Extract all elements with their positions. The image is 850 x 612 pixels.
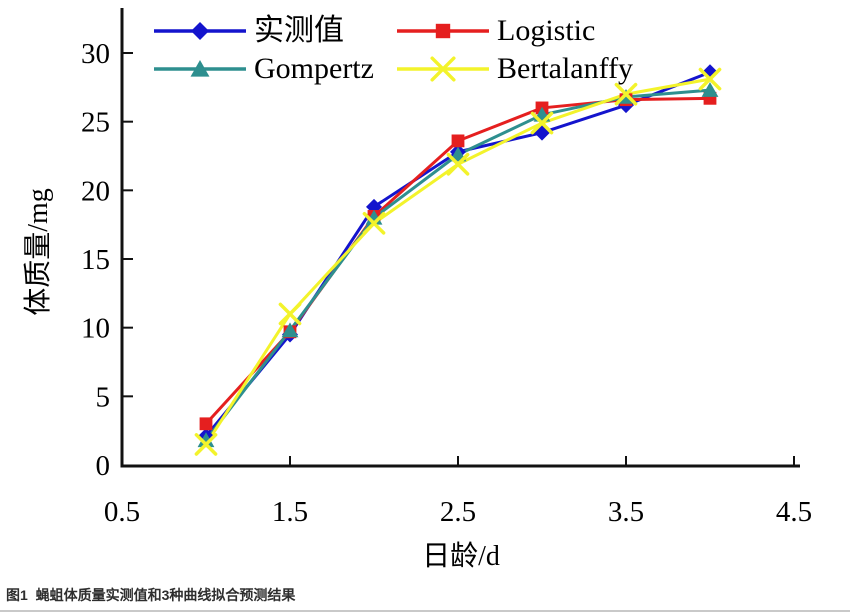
data-point-3-6 <box>698 67 722 91</box>
legend-marker <box>430 56 456 82</box>
data-point-3-5 <box>614 82 638 106</box>
legend-label-bertalanffy: Bertalanffy <box>497 52 634 85</box>
y-tick-label: 0 <box>96 450 111 482</box>
legend-marker-triangle-icon <box>154 60 246 77</box>
legend-item-bertalanffy: Bertalanffy <box>395 50 633 88</box>
data-point-2-0 <box>197 432 215 448</box>
legend-marker <box>191 22 209 40</box>
x-tick-label: 0.5 <box>104 496 140 528</box>
legend-label-gompertz: Gompertz <box>254 52 374 85</box>
legend-label-measured: 实测值 <box>254 14 344 47</box>
series-line-0 <box>204 70 711 438</box>
figure-caption-row: 图1 蝇蛆体质量实测值和3种曲线拟合预测结果 <box>0 585 850 612</box>
legend-item-measured: 实测值 <box>152 12 395 50</box>
y-tick-label: 15 <box>81 244 110 276</box>
legend-item-gompertz: Gompertz <box>152 50 395 88</box>
legend-marker <box>435 23 451 39</box>
legend-marker-diamond-icon <box>154 22 246 40</box>
x-tick-label: 3.5 <box>608 496 644 528</box>
x-tick-label: 1.5 <box>272 496 308 528</box>
data-point-3-4 <box>530 111 554 135</box>
data-point-3-1 <box>278 302 302 326</box>
legend-marker-x-icon <box>397 56 489 82</box>
y-tick-label: 20 <box>81 175 110 207</box>
data-point-3-0 <box>194 433 218 456</box>
data-point-2-6 <box>701 82 719 97</box>
legend-marker-square-icon <box>397 23 489 39</box>
y-tick-label: 5 <box>96 381 111 413</box>
y-tick-label: 10 <box>81 313 110 345</box>
data-point-1-0 <box>199 417 213 431</box>
line-chart-canvas: 0.5 1.5 2.5 3.5 4.5 0 5 10 15 20 25 30 <box>81 8 812 528</box>
legend-label-logistic: Logistic <box>497 14 596 47</box>
data-point-3-3 <box>446 152 470 176</box>
data-point-1-3 <box>451 134 465 148</box>
chart: 0.5 1.5 2.5 3.5 4.5 0 5 10 15 20 25 30 体质量/mg 日龄/d … <box>23 8 812 572</box>
legend-marker <box>190 60 210 77</box>
y-tick-label: 25 <box>81 107 110 139</box>
data-point-3-2 <box>362 211 386 235</box>
legend: 实测值 Logistic Gompertz Bertalanffy <box>152 12 633 88</box>
x-tick-label: 4.5 <box>776 496 812 528</box>
x-axis-title: 日龄/d <box>422 541 500 572</box>
y-tick-label: 30 <box>81 38 110 70</box>
figure-caption: 图1 蝇蛆体质量实测值和3种曲线拟合预测结果 <box>6 587 296 603</box>
x-tick-label: 2.5 <box>440 496 476 528</box>
series-line-3 <box>204 77 711 446</box>
legend-item-logistic: Logistic <box>395 12 633 50</box>
y-axis-title: 体质量/mg <box>23 188 54 316</box>
data-point-2-1 <box>281 322 299 338</box>
